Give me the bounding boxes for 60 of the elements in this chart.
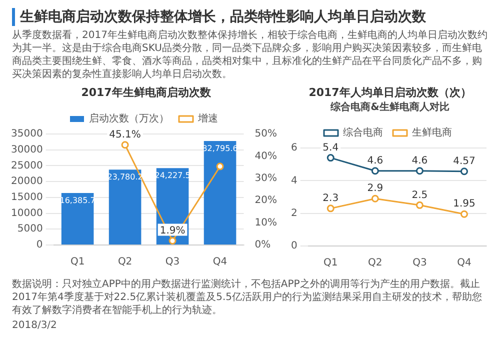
x-tick-label: Q4 — [457, 258, 472, 269]
y-tick-label: 2 — [290, 208, 298, 219]
y2-tick-label: 0% — [254, 240, 271, 251]
x-tick-label: Q4 — [212, 256, 228, 268]
y-tick-label: 30000 — [11, 144, 43, 156]
text: 从季度数据看，2017年生鲜电商启动次数整体保持增长，相较于综合电商，生鲜电商的人均单日启动次数约为其一半。这是由于综合电商SKU品类分散，同一品类下品牌众多，影响用户购买决策因素较多，而生鲜电商品类主要围绕生鲜、零食、酒水等商品，品类相对集中，且标准化的生鲜产品在平台同质化产品不多，购买决策因素的复杂性直接影响人均单日启动次数。 — [12, 29, 488, 81]
x-tick-label: Q2 — [118, 256, 132, 268]
x-tick-label: Q2 — [368, 258, 382, 269]
data-label: 2.5 — [412, 190, 428, 201]
y-tick-label: 0 — [290, 240, 298, 252]
data-label: 5.4 — [322, 142, 339, 154]
point — [371, 167, 379, 175]
data-label: 2.9 — [367, 183, 384, 194]
bar — [204, 140, 236, 244]
x-tick-label: Q3 — [165, 256, 180, 268]
chart-subtitle: 综合电商&生鲜电商人对比 — [330, 100, 450, 114]
y2-tick-label: 20% — [254, 195, 278, 206]
y-tick-label: 5000 — [17, 224, 43, 235]
text: 数据说明：只对独立APP中的用户数据进行监测统计，不包括APP之外的调用等行为产生的用户数据。截止2017年第4季度基于对22.5亿累计装机覆盖及5.5亿活跃用户的行为监测结果采用自主研发的技术，帮助您有效了解数字消费者在智能手机上的行为轨迹。 — [12, 278, 483, 317]
y-tick-label: 4 — [290, 175, 298, 186]
y2-tick-label: 40% — [254, 150, 278, 162]
bar — [108, 170, 142, 244]
y-tick-label: 15000 — [11, 192, 43, 204]
y-tick-label: 10000 — [11, 208, 43, 219]
text: 生鲜电商启动次数保持整体增长，品类特性影响人均单日启动次数 — [12, 8, 488, 26]
point — [460, 168, 468, 176]
data-label: 45.1% — [109, 129, 141, 140]
point — [460, 210, 468, 218]
y-tick-label: 25000 — [11, 160, 43, 172]
point — [121, 141, 129, 149]
data-label: 2.3 — [322, 193, 339, 204]
y-tick-label: 0 — [36, 240, 43, 251]
data-label: 4.6 — [367, 155, 384, 166]
chart-title: 2017年生鲜电商启动次数 — [80, 85, 212, 100]
y-tick-label: 35000 — [11, 128, 43, 140]
legend-label: 综合电商 — [343, 126, 383, 139]
y2-tick-label: 30% — [254, 172, 278, 184]
point — [216, 162, 224, 170]
y2-tick-label: 10% — [254, 217, 278, 228]
text: 2018/3/2 — [12, 319, 58, 332]
point — [416, 167, 424, 175]
point — [371, 194, 379, 202]
data-label: 1.9% — [160, 225, 186, 236]
point — [326, 154, 334, 162]
legend-label: 增速 — [197, 112, 218, 125]
x-tick-label: Q1 — [324, 258, 338, 269]
point — [168, 237, 176, 245]
y2-tick-label: 50% — [254, 128, 278, 140]
chart-title: 2017年人均单日启动次数（次） — [308, 85, 472, 100]
data-label: 4.57 — [453, 156, 476, 167]
y-tick-label: 20000 — [11, 176, 43, 188]
data-label: 1.95 — [453, 198, 476, 210]
legend-label: 启动次数（万次） — [89, 112, 169, 125]
legend-label: 生鲜电商 — [412, 126, 452, 139]
point — [416, 201, 424, 209]
x-tick-label: Q3 — [412, 258, 427, 269]
y-tick-label: 6 — [290, 142, 298, 154]
data-label: 4.6 — [412, 155, 428, 166]
point — [326, 204, 334, 212]
x-tick-label: Q1 — [70, 256, 85, 268]
